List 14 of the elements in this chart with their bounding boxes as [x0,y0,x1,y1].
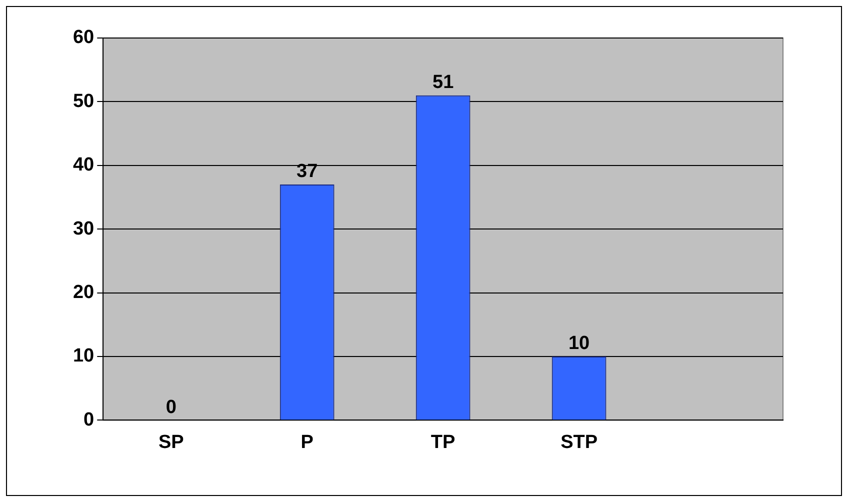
data-label: 51 [432,72,454,94]
x-tick-label: STP [560,432,598,453]
x-tick-label: P [300,432,314,453]
y-tick-label: 0 [84,409,94,430]
x-tick-label: TP [430,432,456,453]
y-tick-label: 60 [72,27,94,48]
data-label: 0 [166,396,176,418]
data-label: 10 [568,333,590,354]
y-tick-label: 50 [72,90,94,112]
x-tick-label: SP [158,432,184,453]
y-tick-label: 10 [72,346,94,367]
y-tick-label: 40 [72,154,94,176]
y-tick-label: 20 [72,282,94,304]
y-tick-label: 30 [72,218,94,240]
